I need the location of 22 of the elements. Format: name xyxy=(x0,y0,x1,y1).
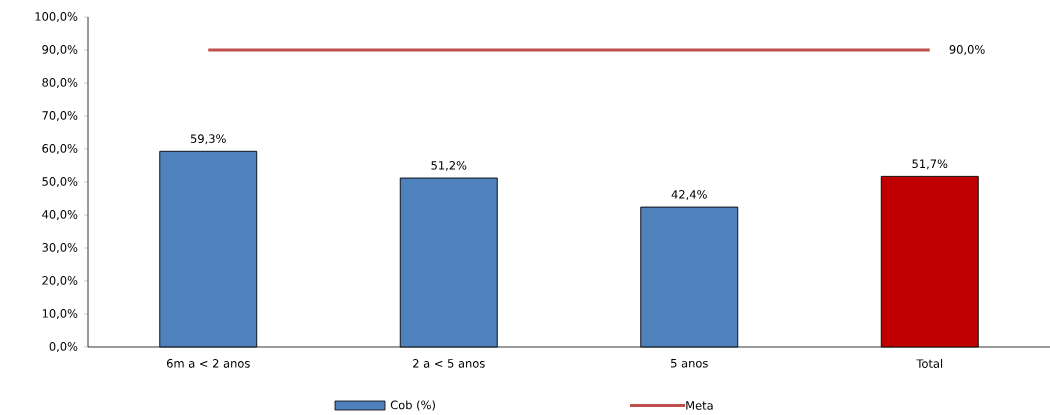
y-tick-label: 90,0% xyxy=(42,45,78,55)
legend-label: Meta xyxy=(686,401,713,410)
y-tick-label: 50,0% xyxy=(42,177,78,187)
y-tick-label: 70,0% xyxy=(42,111,78,121)
data-label: 51,2% xyxy=(431,161,467,171)
y-tick-label: 60,0% xyxy=(42,144,78,154)
y-tick-label: 10,0% xyxy=(42,309,78,319)
data-label: 59,3% xyxy=(190,134,226,145)
y-tick-label: 30,0% xyxy=(42,243,78,253)
y-tick-label: 100,0% xyxy=(35,12,78,22)
y-tick-label: 80,0% xyxy=(42,78,78,88)
x-tick-label: 6m a < 2 anos xyxy=(166,359,250,368)
x-tick-label: Total xyxy=(916,359,943,368)
y-tick-label: 40,0% xyxy=(42,210,78,220)
data-label: 42,4% xyxy=(671,190,707,200)
x-tick-label: 2 a < 5 anos xyxy=(413,359,485,368)
data-label: 51,7% xyxy=(912,159,948,170)
legend-label: Cob (%) xyxy=(390,400,435,411)
y-tick-label: 0,0% xyxy=(49,342,78,352)
data-label: 90,0% xyxy=(949,45,985,55)
x-tick-label: 5 anos xyxy=(671,359,708,368)
y-tick-label: 20,0% xyxy=(42,276,78,286)
